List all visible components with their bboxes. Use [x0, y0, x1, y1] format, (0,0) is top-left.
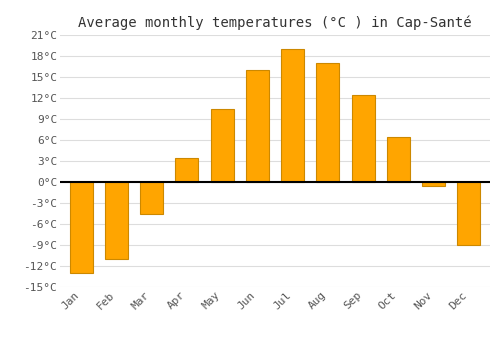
Bar — [210, 108, 234, 182]
Bar — [105, 182, 128, 259]
Bar — [70, 182, 92, 273]
Bar — [281, 49, 304, 182]
Bar — [422, 182, 445, 186]
Bar — [140, 182, 163, 214]
Bar — [352, 94, 374, 182]
Bar — [176, 158, 199, 182]
Title: Average monthly temperatures (°C ) in Cap-Santé: Average monthly temperatures (°C ) in Ca… — [78, 15, 472, 30]
Bar — [316, 63, 340, 182]
Bar — [458, 182, 480, 245]
Bar — [387, 136, 410, 182]
Bar — [246, 70, 269, 182]
